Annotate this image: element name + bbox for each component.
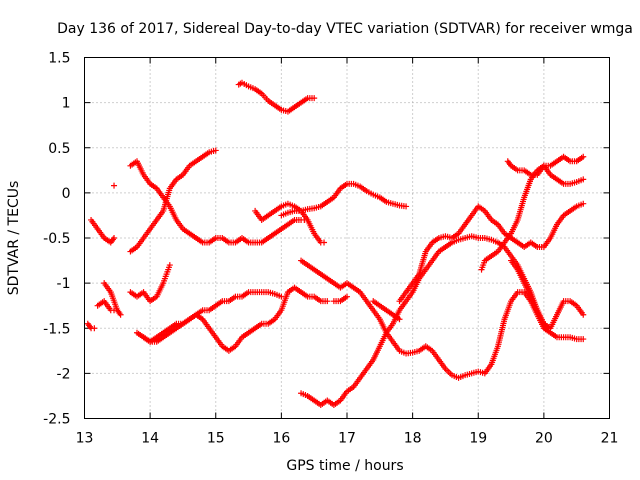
tick-labels: 13 14 15 16 17 18 19 20 21 -2.5 -2 -1.5 -1 -0.5 0 0.5 1 1… [43, 51, 618, 447]
data-point [91, 325, 98, 332]
x-tick-label: 17 [338, 431, 356, 447]
x-tick-label: 16 [272, 431, 290, 447]
y-tick-label: 0.5 [48, 141, 70, 157]
series-arc-21 [508, 257, 551, 332]
series-arc-7 [127, 147, 219, 255]
data-point [403, 203, 410, 210]
series-arc-20 [504, 158, 587, 187]
series-arc-16 [330, 293, 350, 305]
series-arc-10 [140, 284, 331, 354]
x-tick-label: 13 [76, 431, 94, 447]
series-arc-13 [278, 180, 410, 219]
x-tick-label: 19 [469, 431, 487, 447]
series-arc-18 [396, 200, 587, 305]
data-point [580, 200, 587, 207]
series-arc-1 [88, 216, 118, 246]
series-arc-8 [127, 262, 173, 305]
x-tick-label: 21 [601, 431, 619, 447]
series-arc-11 [235, 79, 318, 115]
data-points [84, 79, 587, 408]
y-tick-label: -2.5 [43, 412, 70, 428]
grid [84, 57, 610, 419]
data-point [580, 176, 587, 183]
series-arc-19 [478, 153, 587, 273]
y-axis-label: SDTVAR / TECUs [6, 181, 22, 296]
x-tick-label: 18 [404, 431, 422, 447]
data-point [311, 95, 318, 102]
series-arc-17 [370, 298, 403, 323]
chart-title: Day 136 of 2017, Sidereal Day-to-day VTE… [57, 21, 633, 37]
x-tick-label: 15 [207, 431, 225, 447]
y-tick-label: 1.5 [48, 51, 70, 67]
y-tick-label: -1.5 [43, 321, 70, 337]
data-point [111, 182, 118, 189]
data-point [396, 316, 403, 323]
y-tick-label: -1 [57, 276, 71, 292]
series-arc-2 [84, 320, 98, 332]
data-point [580, 311, 587, 318]
data-point [580, 153, 587, 160]
series-arc-6 [127, 158, 308, 246]
series-arc-14 [298, 257, 587, 381]
data-point [111, 235, 118, 241]
x-tick-label: 14 [141, 431, 159, 447]
y-tick-label: 0 [62, 186, 71, 202]
x-axis-label: GPS time / hours [286, 458, 403, 474]
data-point [344, 293, 350, 300]
data-point [324, 298, 331, 305]
series-arc-5 [111, 182, 118, 189]
y-tick-label: 1 [62, 96, 71, 112]
data-point [544, 325, 551, 332]
series-arc-3 [94, 298, 118, 314]
x-tick-label: 20 [535, 431, 553, 447]
plot-frame [84, 57, 610, 419]
data-point [278, 293, 285, 300]
y-tick-label: -0.5 [43, 231, 70, 247]
series-arc-4 [101, 280, 124, 318]
data-point [580, 336, 587, 343]
data-point [212, 147, 219, 154]
data-point [321, 239, 328, 246]
y-tick-label: -2 [57, 366, 71, 382]
data-point [166, 262, 173, 269]
data-point [117, 311, 124, 318]
